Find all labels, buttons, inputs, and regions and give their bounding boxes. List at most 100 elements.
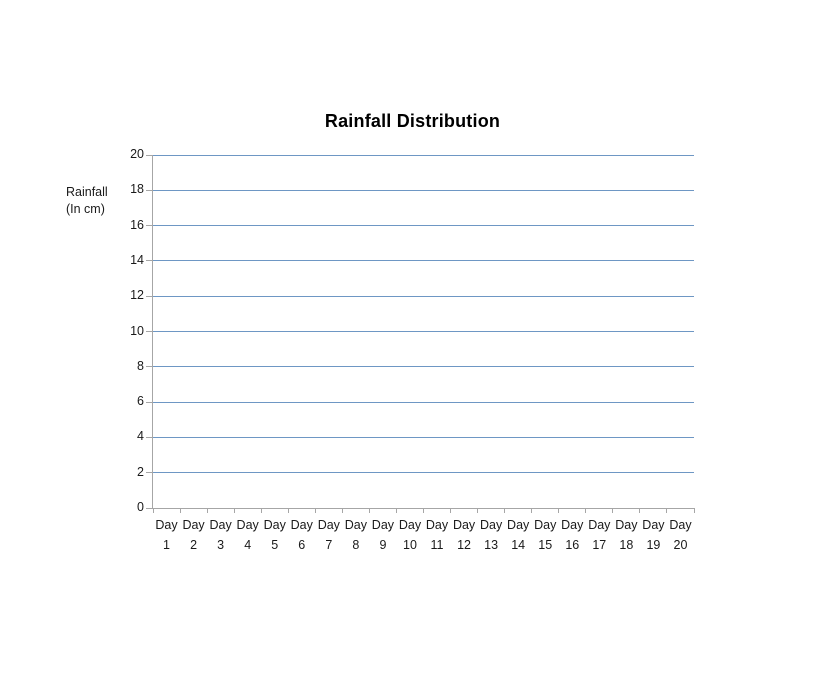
x-category-label-word: Day bbox=[669, 518, 692, 532]
x-category-label: Day 14 bbox=[505, 515, 532, 555]
x-axis-tick-7 bbox=[341, 508, 343, 513]
x-category-label-number: 1 bbox=[163, 538, 170, 552]
x-axis-tick-5 bbox=[287, 508, 289, 513]
gridline-y-4 bbox=[153, 436, 694, 438]
x-category-label-number: 5 bbox=[271, 538, 279, 552]
y-tick-label-2: 2 bbox=[137, 464, 144, 479]
x-axis-tick-0 bbox=[152, 508, 154, 513]
y-axis-tick-6 bbox=[146, 401, 152, 403]
x-category-label-number: 2 bbox=[190, 538, 198, 552]
y-tick-label-6: 6 bbox=[137, 394, 144, 409]
x-category-label-number: 13 bbox=[484, 538, 499, 552]
y-tick-label-16: 16 bbox=[130, 217, 144, 232]
y-tick-label-4: 4 bbox=[137, 429, 144, 444]
x-axis-tick-12 bbox=[477, 508, 479, 513]
x-category-label-number: 14 bbox=[511, 538, 526, 552]
x-category-label-number: 8 bbox=[352, 538, 360, 552]
y-tick-label-10: 10 bbox=[130, 323, 144, 338]
x-category-label-word: Day bbox=[452, 518, 476, 532]
x-category-label-word: Day bbox=[507, 518, 530, 532]
x-category-label-number: 3 bbox=[217, 538, 225, 552]
x-category-label-word: Day bbox=[561, 518, 584, 532]
x-category-label-number: 16 bbox=[565, 538, 580, 552]
y-tick-label-18: 18 bbox=[130, 182, 144, 197]
x-category-label-word: Day bbox=[209, 518, 232, 532]
x-category-label: Day 9 bbox=[369, 515, 396, 555]
x-category-label: Day 2 bbox=[180, 515, 207, 555]
x-category-label: Day 15 bbox=[532, 515, 559, 555]
x-category-label: Day 10 bbox=[396, 515, 423, 555]
y-tick-label-14: 14 bbox=[130, 252, 144, 267]
x-category-label: Day 11 bbox=[424, 515, 451, 555]
x-axis-tick-1 bbox=[179, 508, 181, 513]
gridline-y-14 bbox=[153, 260, 694, 262]
x-axis-tick-15 bbox=[558, 508, 560, 513]
x-axis-tick-13 bbox=[504, 508, 506, 513]
x-axis-tick-16 bbox=[585, 508, 587, 513]
x-category-label-number: 18 bbox=[619, 538, 634, 552]
x-category-label-number: 19 bbox=[646, 538, 661, 552]
x-axis-tick-2 bbox=[206, 508, 208, 513]
y-tick-label-0: 0 bbox=[137, 500, 144, 514]
x-category-label-word: Day bbox=[236, 518, 259, 532]
x-axis-tick-19 bbox=[666, 508, 668, 513]
y-axis-title-line2: (In cm) bbox=[66, 202, 105, 216]
y-axis-title-line1: Rainfall bbox=[66, 185, 108, 199]
x-axis-tick-6 bbox=[314, 508, 316, 513]
x-category-label-number: 7 bbox=[325, 538, 333, 552]
gridline-y-20 bbox=[153, 154, 694, 156]
x-category-label-word: Day bbox=[534, 518, 557, 532]
y-axis-title: Rainfall (In cm) bbox=[66, 184, 108, 218]
x-category-label-word: Day bbox=[182, 518, 205, 532]
x-category-label-number: 11 bbox=[430, 538, 444, 552]
x-category-label: Day 3 bbox=[207, 515, 234, 555]
y-axis-tick-8 bbox=[146, 366, 152, 368]
x-category-label: Day 7 bbox=[315, 515, 342, 555]
x-category-label-word: Day bbox=[155, 518, 178, 532]
x-category-label-word: Day bbox=[290, 518, 313, 532]
x-axis-tick-3 bbox=[233, 508, 235, 513]
x-category-label: Day 8 bbox=[342, 515, 369, 555]
x-category-label: Day 19 bbox=[640, 515, 667, 555]
x-axis-tick-9 bbox=[395, 508, 397, 513]
x-category-label: Day 17 bbox=[586, 515, 613, 555]
gridline-y-2 bbox=[153, 472, 694, 474]
x-axis-tick-4 bbox=[260, 508, 262, 513]
y-axis-tick-12 bbox=[146, 295, 152, 297]
y-axis-tick-10 bbox=[146, 331, 152, 332]
y-tick-label-20: 20 bbox=[130, 147, 144, 161]
x-axis-tick-10 bbox=[423, 508, 424, 513]
gridline-y-12 bbox=[153, 295, 694, 297]
gridline-y-6 bbox=[153, 401, 694, 403]
x-category-label-word: Day bbox=[398, 518, 422, 532]
x-category-label-word: Day bbox=[317, 518, 340, 532]
x-axis-tick-18 bbox=[639, 508, 641, 513]
x-category-label-number: 20 bbox=[673, 538, 688, 552]
plot-area: 0 2 4 6 8 10 12 14 16 18 20 Day 1 Day 2 Day 3 Day 4 Day 5 Day… bbox=[130, 147, 695, 552]
gridline-y-18 bbox=[153, 189, 694, 191]
x-category-label: Day 1 bbox=[153, 515, 180, 555]
x-category-label-word: Day bbox=[642, 518, 665, 532]
y-axis-tick-14 bbox=[146, 260, 152, 262]
x-category-label-number: 15 bbox=[538, 538, 553, 552]
x-category-label-number: 10 bbox=[403, 538, 417, 552]
x-category-label-word: Day bbox=[263, 518, 286, 532]
gridline-y-8 bbox=[153, 366, 694, 368]
x-category-label: Day 6 bbox=[288, 515, 315, 555]
y-axis-tick-18 bbox=[146, 189, 152, 191]
x-category-label-number: 4 bbox=[244, 538, 252, 552]
x-axis-tick-17 bbox=[612, 508, 614, 513]
x-category-label-word: Day bbox=[615, 518, 638, 532]
x-category-label: Day 13 bbox=[478, 515, 505, 555]
x-category-label-word: Day bbox=[425, 518, 449, 532]
x-category-label: Day 12 bbox=[451, 515, 478, 555]
y-tick-label-12: 12 bbox=[130, 288, 144, 303]
y-axis-tick-4 bbox=[146, 436, 152, 438]
x-category-label: Day 5 bbox=[261, 515, 288, 555]
chart-title: Rainfall Distribution bbox=[324, 111, 501, 131]
x-category-label-word: Day bbox=[371, 518, 395, 532]
x-axis-tick-8 bbox=[368, 508, 370, 513]
x-category-label-number: 6 bbox=[298, 538, 306, 552]
x-category-label: Day 18 bbox=[613, 515, 640, 555]
